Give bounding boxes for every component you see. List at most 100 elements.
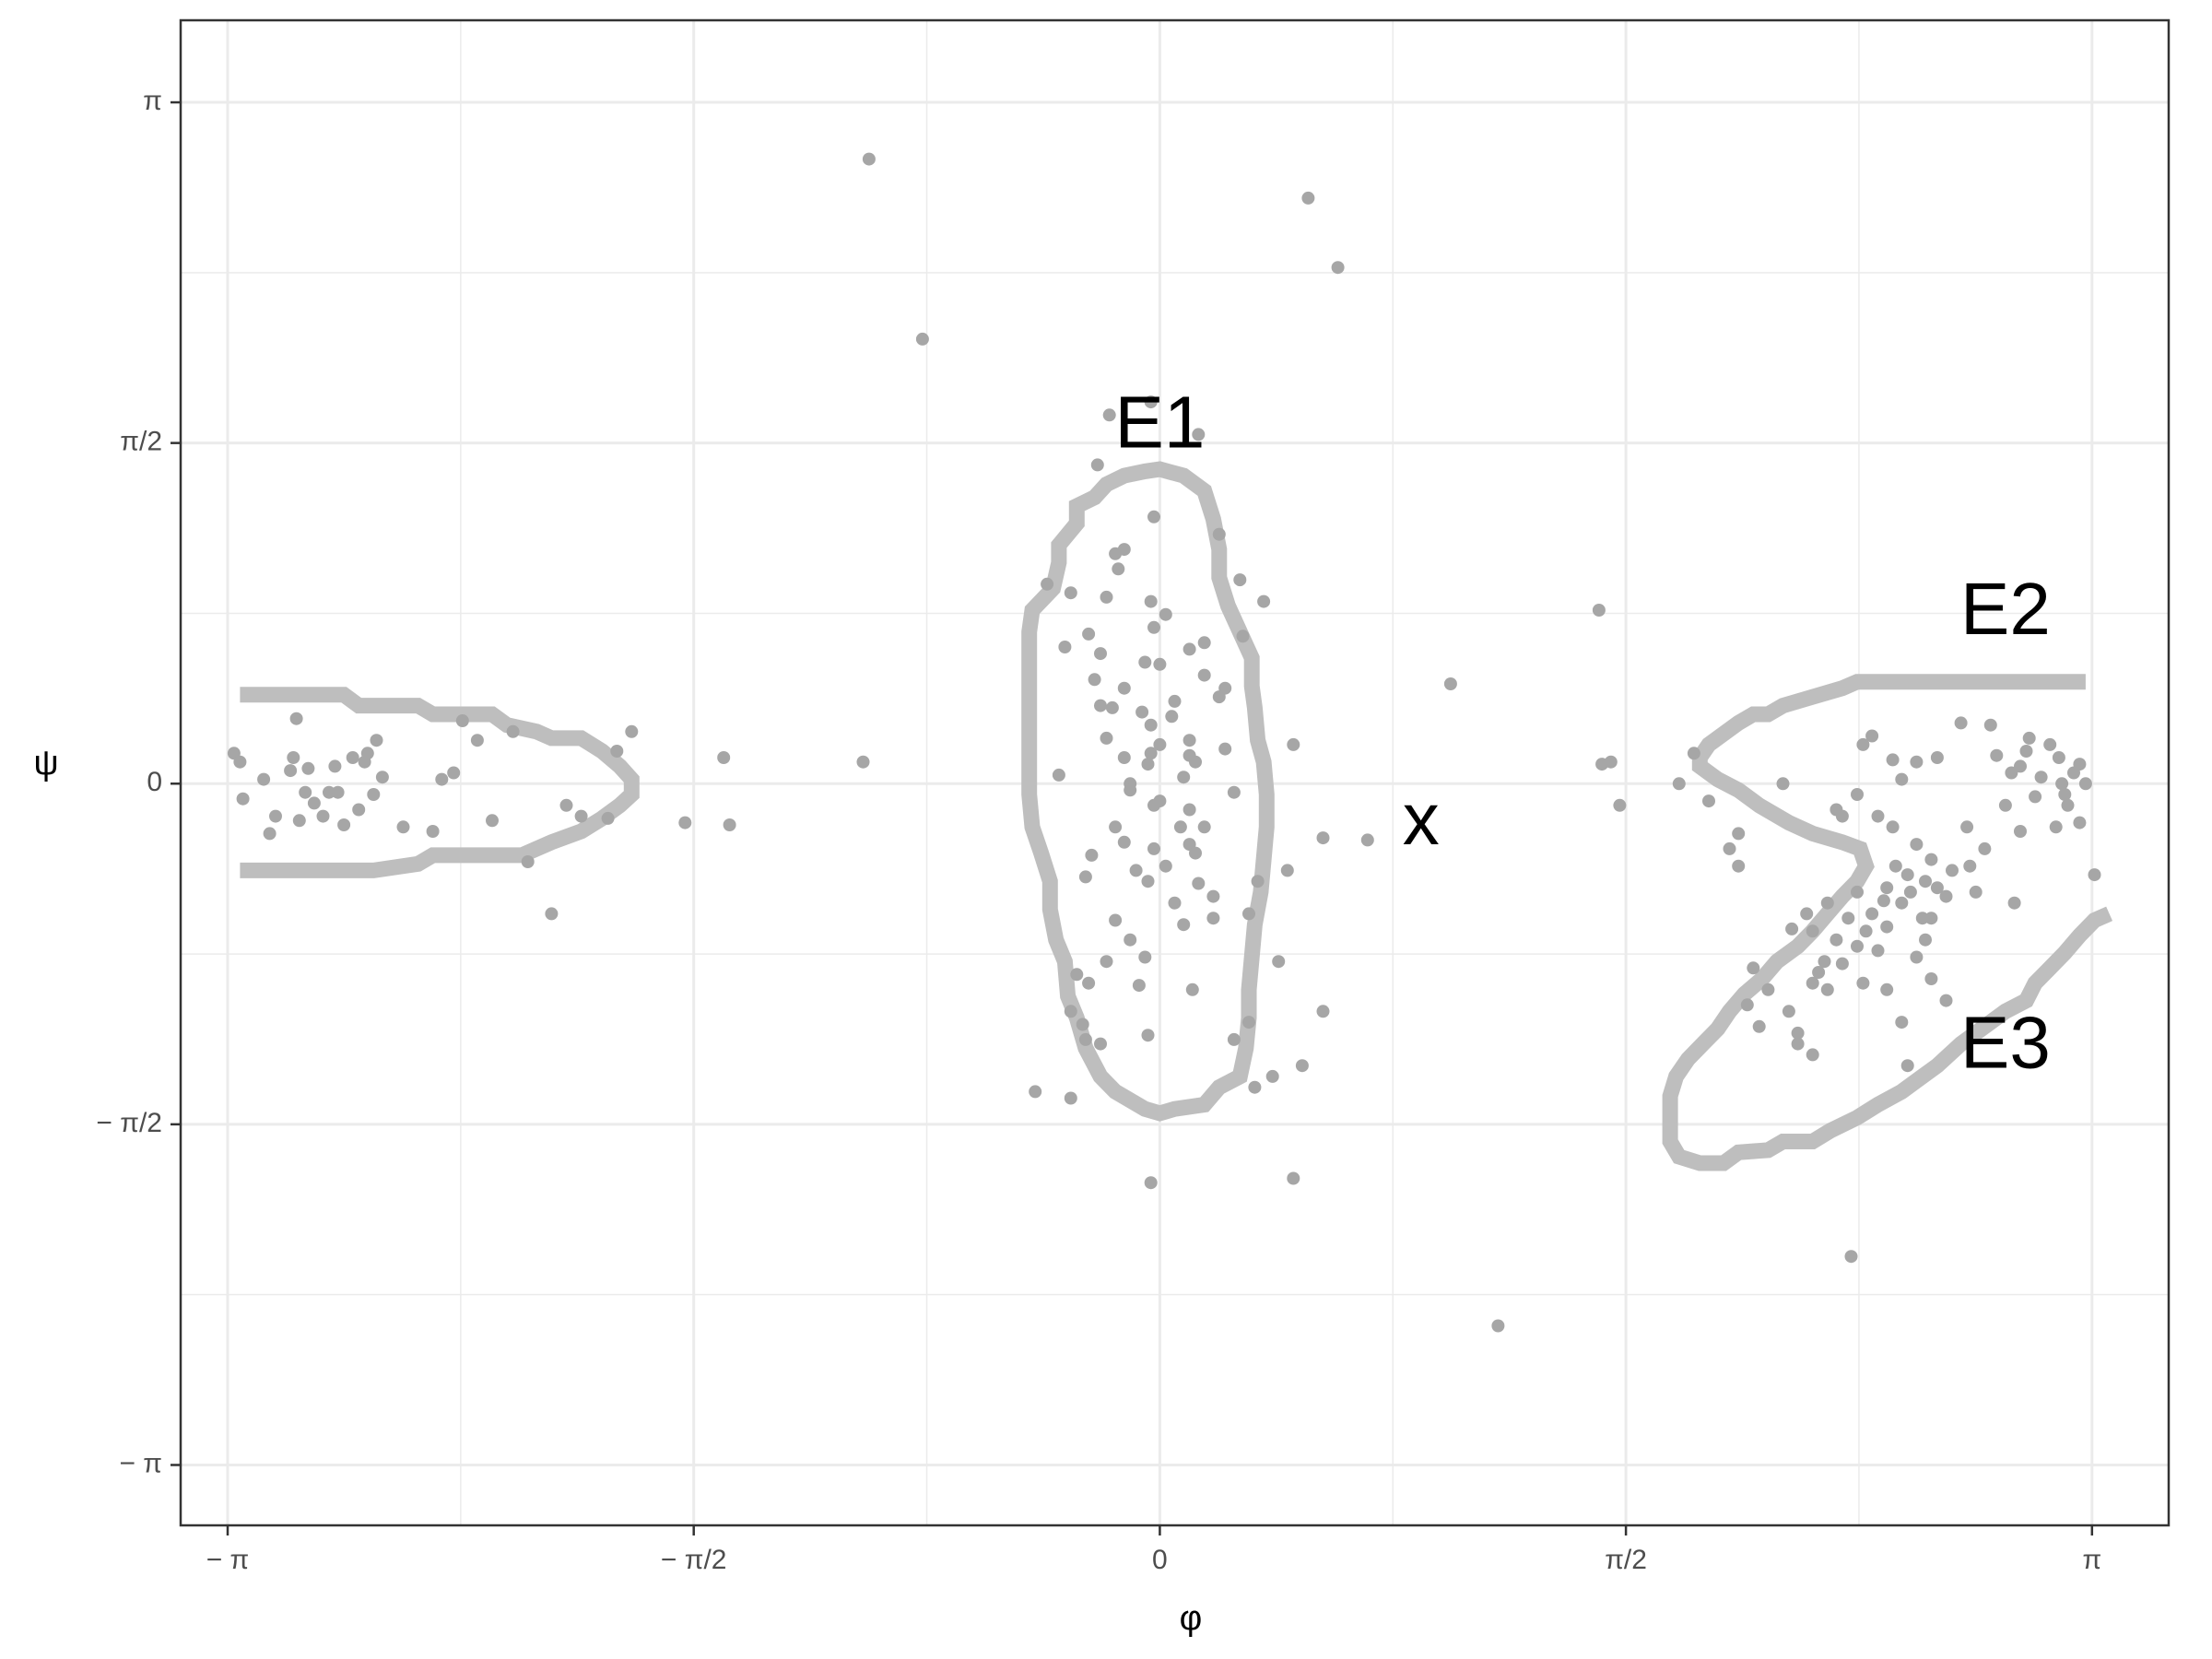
- data-point: [1740, 998, 1754, 1012]
- data-point: [2007, 896, 2021, 910]
- data-point: [263, 827, 276, 841]
- data-point: [1141, 875, 1155, 888]
- data-point: [1218, 742, 1232, 756]
- data-point: [1185, 982, 1199, 996]
- data-point: [559, 798, 573, 812]
- data-point: [370, 734, 383, 747]
- data-point: [2049, 820, 2063, 834]
- data-point: [1248, 1080, 1262, 1094]
- data-point: [1791, 1037, 1805, 1051]
- data-point: [1265, 1069, 1279, 1083]
- data-point: [2014, 759, 2027, 773]
- data-point: [1182, 642, 1196, 656]
- data-point: [1880, 881, 1894, 895]
- data-point: [1280, 864, 1294, 877]
- data-point: [1165, 710, 1179, 724]
- data-point: [1197, 636, 1211, 650]
- data-point: [1316, 1005, 1330, 1018]
- data-point: [1903, 885, 1917, 899]
- data-point: [545, 907, 559, 921]
- data-point: [1052, 768, 1065, 782]
- data-point: [1844, 1250, 1858, 1264]
- y-tick-label: 0: [147, 767, 162, 797]
- data-point: [1094, 699, 1107, 712]
- data-point: [1776, 777, 1790, 791]
- data-point: [1147, 510, 1160, 524]
- data-point: [1835, 957, 1849, 971]
- data-point: [2073, 816, 2087, 830]
- data-point: [1316, 831, 1330, 845]
- data-point: [1041, 577, 1054, 591]
- data-point: [323, 785, 335, 799]
- data-point: [1206, 889, 1220, 903]
- data-point: [307, 796, 321, 810]
- data-point: [1871, 809, 1885, 823]
- data-point: [1168, 694, 1182, 708]
- data-point: [1963, 859, 1977, 873]
- density-contours: [240, 461, 2113, 1171]
- y-tick-label: π: [143, 86, 162, 116]
- data-point: [1138, 950, 1152, 964]
- region-labels: E1 E2 E3 x: [1114, 381, 2050, 1083]
- data-point: [2052, 751, 2065, 764]
- data-point: [1177, 918, 1191, 932]
- contour-left: [240, 687, 640, 878]
- data-point: [856, 755, 870, 769]
- data-point: [1604, 755, 1618, 769]
- data-point: [1877, 894, 1890, 908]
- data-point: [1129, 864, 1143, 877]
- data-point: [1094, 647, 1107, 661]
- data-point: [717, 751, 731, 764]
- data-point: [316, 809, 330, 823]
- data-point: [2034, 771, 2048, 784]
- data-point: [1105, 700, 1119, 714]
- data-point: [1117, 835, 1131, 849]
- data-point: [287, 751, 300, 764]
- data-point: [1919, 875, 1932, 888]
- data-point: [1880, 920, 1894, 934]
- data-point: [1919, 933, 1932, 947]
- data-point: [1806, 924, 1819, 938]
- data-point: [1064, 1091, 1077, 1105]
- data-point: [1153, 737, 1167, 751]
- data-point: [1236, 629, 1250, 643]
- data-point: [1227, 785, 1241, 799]
- data-point: [1206, 912, 1220, 925]
- data-point: [1144, 747, 1158, 760]
- data-point: [396, 820, 410, 834]
- data-point: [1076, 1018, 1089, 1031]
- data-point: [1954, 716, 1968, 730]
- data-point: [1147, 841, 1160, 855]
- data-point: [601, 811, 615, 825]
- data-point: [1806, 976, 1819, 990]
- data-point: [2078, 777, 2092, 791]
- region-label: E2: [1960, 568, 2051, 650]
- data-point: [1946, 864, 1959, 877]
- data-point: [723, 818, 736, 831]
- data-point: [1930, 881, 1944, 895]
- data-point: [1886, 820, 1900, 834]
- data-point: [1173, 820, 1187, 834]
- data-point: [1732, 859, 1746, 873]
- data-point: [1910, 838, 1924, 852]
- data-point: [1085, 848, 1099, 862]
- data-point: [1331, 261, 1345, 275]
- data-point: [2022, 731, 2036, 745]
- data-point: [470, 734, 484, 747]
- data-point: [1830, 933, 1843, 947]
- data-point: [1990, 748, 2004, 762]
- data-point: [1983, 718, 1997, 732]
- data-point: [1090, 458, 1104, 472]
- data-point: [1124, 783, 1137, 797]
- y-tick-label: − π/2: [96, 1108, 162, 1138]
- data-point: [2055, 777, 2069, 791]
- data-point: [1939, 994, 1953, 1007]
- data-point: [1895, 1016, 1909, 1030]
- data-point: [1094, 1037, 1107, 1051]
- data-point: [610, 745, 624, 758]
- data-point: [1924, 853, 1938, 866]
- data-point: [1295, 1059, 1309, 1073]
- x-tick-label: 0: [1152, 1545, 1168, 1575]
- data-point: [1189, 846, 1202, 860]
